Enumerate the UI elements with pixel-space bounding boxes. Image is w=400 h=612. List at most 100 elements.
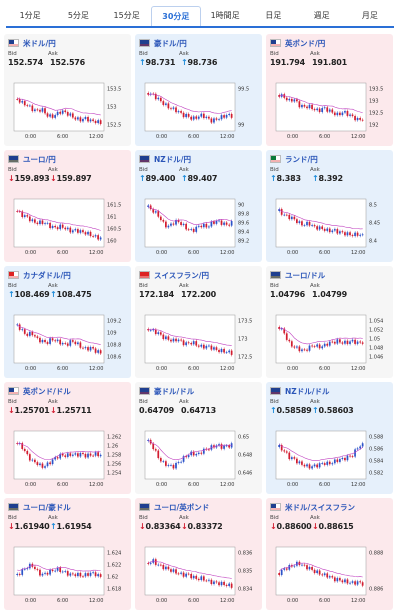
x-tick-label: 0:00	[287, 598, 298, 604]
candle	[278, 327, 281, 329]
card-title[interactable]: 英ポンド/円	[270, 37, 389, 49]
candle	[185, 223, 187, 230]
card-title[interactable]: 豪ドル/ドル	[139, 385, 258, 397]
candle	[321, 346, 324, 349]
currency-card[interactable]: ユーロ/英ポンド Bid Ask ↓0.83364 ↓0.83372 0.836…	[135, 498, 262, 610]
tab-7[interactable]: 月足	[361, 11, 378, 20]
currency-card[interactable]: 豪ドル/円 Bid Ask ↑98.731 ↑98.736 99.5 99 0:00…	[135, 34, 262, 146]
tab-0[interactable]: 1分足	[19, 11, 41, 20]
currency-card[interactable]: NZドル/ドル Bid Ask ↑0.58589 ↑0.58603 0.588 0…	[266, 382, 393, 494]
ask-price: ↓0.88615	[312, 522, 354, 531]
candle	[49, 114, 51, 117]
y-tick-label: 108.8	[107, 343, 121, 349]
candlestick-chart[interactable]: 0.836 0.835 0.834 0:00 6:00 12:00	[141, 543, 257, 607]
pair-name: 米ドル/スイスフラン	[285, 502, 356, 512]
moving-average-line	[148, 560, 232, 579]
candlestick-chart[interactable]: 0.65 0.648 0.646 0:00 6:00 12:00	[141, 427, 257, 491]
currency-card[interactable]: ユーロ/豪ドル Bid Ask ↓1.61940 ↑1.61954 1.624 1…	[4, 498, 131, 610]
card-title[interactable]: NZドル/ドル	[270, 385, 389, 397]
candlestick-chart[interactable]: 173.5 173 172.5 0:00 6:00 12:00	[141, 311, 257, 375]
card-title[interactable]: ユーロ/円	[8, 153, 127, 165]
candlestick-chart[interactable]: 0.588 0.586 0.584 0.582 0:00 6:00 12:00	[272, 427, 388, 491]
candle	[66, 227, 69, 230]
candlestick-chart[interactable]: 90 89.8 89.6 89.4 89.2 0:00 6:00 12:00	[141, 195, 257, 259]
card-title[interactable]: 英ポンド/ドル	[8, 385, 127, 397]
card-title[interactable]: ユーロ/豪ドル	[8, 501, 127, 513]
candle	[41, 220, 44, 224]
tab-5[interactable]: 日足	[265, 11, 282, 20]
candle	[197, 225, 200, 227]
candle	[147, 205, 150, 207]
tab-4[interactable]: 1時間足	[210, 11, 240, 20]
candlestick-chart[interactable]: 1.262 1.26 1.258 1.256 1.254 0:00 6:00 12:00	[10, 427, 126, 491]
candlestick-chart[interactable]: 153.5 153 152.5 0:00 6:00 12:00	[10, 79, 126, 143]
card-title[interactable]: 米ドル/スイスフラン	[270, 501, 389, 513]
candle	[177, 573, 180, 575]
card-title[interactable]: カナダドル/円	[8, 269, 127, 281]
tab-2[interactable]: 15分足	[113, 11, 140, 20]
card-title[interactable]: ランド/円	[270, 153, 389, 165]
candle	[162, 101, 165, 105]
candle	[64, 227, 67, 230]
candle	[311, 104, 313, 110]
candle	[82, 347, 84, 349]
candle	[311, 225, 313, 226]
tab-6[interactable]: 週足	[313, 11, 330, 20]
card-title[interactable]: 米ドル/円	[8, 37, 127, 49]
candle	[36, 222, 39, 225]
card-title[interactable]: スイスフラン/円	[139, 269, 258, 281]
x-tick-label: 6:00	[188, 366, 199, 372]
arrow-up-icon: ↑	[50, 290, 57, 299]
card-title[interactable]: NZドル/円	[139, 153, 258, 165]
bid-price: ↑8.383	[270, 174, 301, 183]
candlestick-chart[interactable]: 1.624 1.622 1.62 1.618 0:00 6:00 12:00	[10, 543, 126, 607]
candlestick-chart[interactable]: 0.888 0.886 0:00 6:00 12:00	[272, 543, 388, 607]
tab-1[interactable]: 5分足	[67, 11, 89, 20]
currency-card[interactable]: ランド/円 Bid Ask ↑8.383 ↑8.392 8.5 8.45 8.4 0:…	[266, 150, 393, 262]
candlestick-chart[interactable]: 99.5 99 0:00 6:00 12:00	[141, 79, 257, 143]
candle	[190, 343, 193, 345]
x-tick-label: 6:00	[188, 598, 199, 604]
candlestick-chart[interactable]: 1.054 1.052 1.05 1.048 1.046 0:00 6:00 12:00	[272, 311, 388, 375]
candle	[172, 464, 175, 469]
candle	[323, 107, 326, 109]
candlestick-chart[interactable]: 109.2 109 108.8 108.6 0:00 6:00 12:00	[10, 311, 126, 375]
tab-3[interactable]: 30分足	[150, 6, 201, 26]
candle	[61, 571, 64, 573]
candlestick-chart[interactable]: 8.5 8.45 8.4 0:00 6:00 12:00	[272, 195, 388, 259]
currency-card[interactable]: カナダドル/円 Bid Ask ↑108.469 ↑108.475 109.2 1…	[4, 266, 131, 378]
candle	[172, 569, 175, 572]
candle	[64, 110, 67, 113]
currency-card[interactable]: 米ドル/スイスフラン Bid Ask ↓0.88600 ↓0.88615 0.8…	[266, 498, 393, 610]
candle	[205, 116, 208, 119]
candle	[82, 452, 84, 454]
candle	[16, 573, 19, 575]
plot-frame	[144, 546, 236, 596]
currency-card[interactable]: 英ポンド/ドル Bid Ask ↓1.25701 ↓1.25711 1.262 1…	[4, 382, 131, 494]
currency-card[interactable]: 米ドル/円 Bid Ask 152.574 152.576 153.5 153 15…	[4, 34, 131, 146]
candle	[89, 231, 92, 236]
currency-card[interactable]: スイスフラン/円 Bid Ask 172.184 172.200 173.5 17…	[135, 266, 262, 378]
card-title[interactable]: 豪ドル/円	[139, 37, 258, 49]
currency-card[interactable]: NZドル/円 Bid Ask ↑89.400 ↑89.407 90 89.8 89.…	[135, 150, 262, 262]
candle	[18, 211, 21, 213]
bid-price: ↓1.61940	[8, 522, 50, 531]
card-title[interactable]: ユーロ/英ポンド	[139, 501, 258, 513]
candle	[356, 117, 359, 121]
candlestick-chart[interactable]: 193.5 193 192.5 192 0:00 6:00 12:00	[272, 79, 388, 143]
candle	[187, 573, 190, 575]
candle	[187, 229, 190, 231]
candle	[318, 108, 321, 113]
candle	[351, 235, 354, 237]
currency-card[interactable]: 英ポンド/円 Bid Ask 191.794 191.801 193.5 193 1…	[266, 34, 393, 146]
candlestick-chart[interactable]: 161.5 161 160.5 160 0:00 6:00 12:00	[10, 195, 126, 259]
currency-card[interactable]: ユーロ/円 Bid Ask ↓159.893 ↓159.897 161.5 161…	[4, 150, 131, 262]
moving-average-line	[17, 324, 101, 345]
candle	[361, 234, 364, 236]
candle	[41, 573, 44, 576]
card-title[interactable]: ユーロ/ドル	[270, 269, 389, 281]
y-tick-label: 1.26	[107, 444, 118, 450]
currency-card[interactable]: ユーロ/ドル Bid Ask 1.04796 1.04799 1.054 1.05…	[266, 266, 393, 378]
candle	[331, 576, 334, 578]
currency-card[interactable]: 豪ドル/ドル Bid Ask 0.64709 0.64713 0.65 0.648…	[135, 382, 262, 494]
